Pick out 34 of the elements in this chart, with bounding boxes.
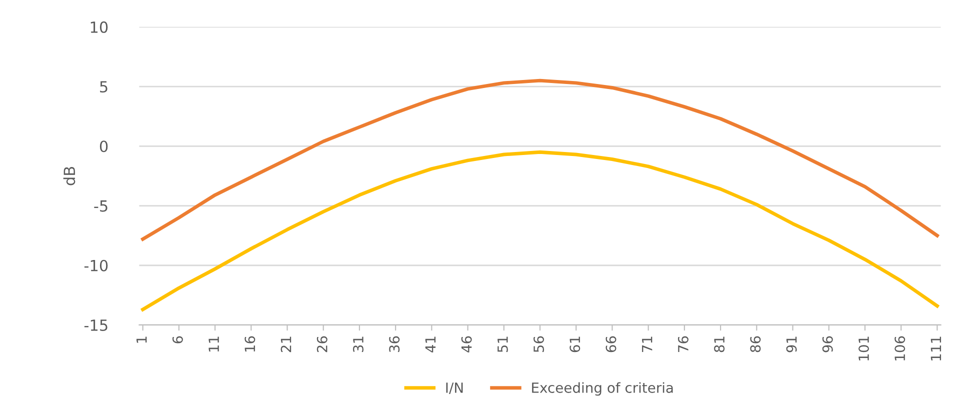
x-tick-label: 81	[714, 336, 725, 352]
x-tick-label: 41	[425, 336, 436, 352]
line-series	[141, 150, 939, 312]
y-tick-label: 0	[100, 140, 108, 152]
x-tick-label: 26	[316, 336, 328, 352]
x-tick-label: 96	[822, 336, 833, 352]
x-tick-label: 16	[244, 336, 256, 352]
line-series	[141, 78, 939, 241]
x-tick-label: 61	[570, 336, 580, 352]
y-tick-label: 10	[90, 21, 108, 33]
x-tick-label: 1	[136, 336, 147, 343]
y-tick-label: -10	[84, 260, 108, 272]
x-tick-label: 106	[894, 336, 906, 360]
x-tick-label: 56	[534, 336, 544, 352]
legend-label: I/N	[446, 382, 463, 394]
x-tick-label: 66	[606, 336, 616, 352]
x-tick-label: 76	[678, 336, 688, 352]
y-tick-label: 5	[100, 81, 108, 93]
x-tick-label: 6	[172, 336, 183, 344]
x-tick-label: 46	[461, 336, 472, 352]
x-tick-label: 36	[389, 336, 400, 352]
x-tick-label: 86	[750, 336, 761, 352]
x-tick-label: 51	[498, 336, 508, 352]
x-tick-label: 31	[352, 336, 364, 352]
y-tick-label: -5	[94, 200, 108, 212]
legend-label: Exceeding of criteria	[532, 382, 673, 396]
x-tick-label: 21	[280, 336, 292, 352]
x-tick-label: 111	[930, 336, 942, 360]
x-tick-label: 71	[642, 336, 652, 352]
x-tick-label: 91	[786, 336, 797, 352]
y-tick-label: -15	[84, 320, 108, 332]
y-axis-title: dB	[63, 166, 76, 186]
x-tick-label: 11	[208, 336, 219, 352]
x-tick-label: 101	[858, 336, 870, 360]
